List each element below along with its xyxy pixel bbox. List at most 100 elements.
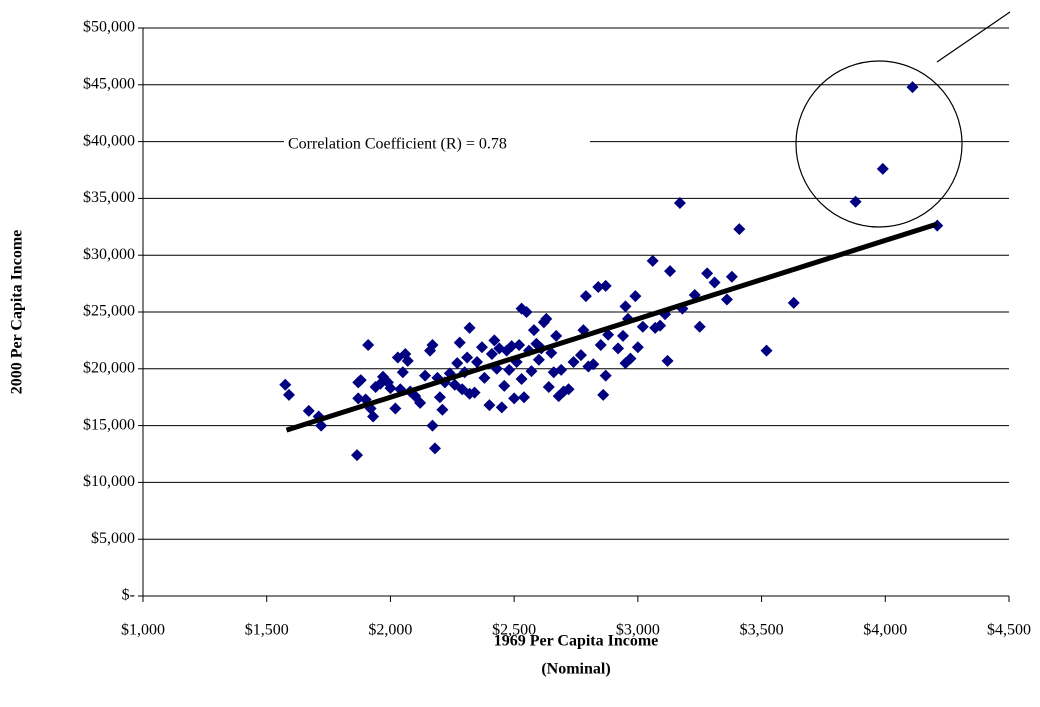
y-tick-label: $45,000 <box>83 75 135 92</box>
point <box>599 279 612 292</box>
annotation: Correlation Coefficient (R) = 0.78 <box>288 136 507 153</box>
point <box>661 354 674 367</box>
y-tick-label: $25,000 <box>83 303 135 320</box>
point <box>461 351 474 364</box>
point <box>876 162 889 175</box>
point <box>505 340 518 353</box>
point <box>302 404 315 417</box>
point <box>562 383 575 396</box>
point <box>545 346 558 359</box>
y-tick-label: $20,000 <box>83 359 135 376</box>
point <box>527 324 540 337</box>
point <box>542 380 555 393</box>
point <box>282 388 295 401</box>
point <box>396 366 409 379</box>
point <box>594 338 607 351</box>
marks <box>279 81 944 462</box>
point <box>567 355 580 368</box>
point <box>636 320 649 333</box>
point <box>693 320 706 333</box>
y-tick-label: $5,000 <box>91 530 135 547</box>
point <box>760 344 773 357</box>
point <box>525 365 538 378</box>
point <box>849 195 862 208</box>
y-tick-label: $40,000 <box>83 132 135 149</box>
point <box>485 348 498 361</box>
point <box>468 386 481 399</box>
point <box>453 336 466 349</box>
point <box>414 396 427 409</box>
point <box>367 410 380 423</box>
x-tick-label: $4,500 <box>987 622 1031 639</box>
x-axis-label-note: (Nominal) <box>541 661 610 678</box>
x-tick-label: $3,000 <box>616 622 660 639</box>
x-tick-label: $3,500 <box>740 622 784 639</box>
point <box>612 342 625 355</box>
point <box>433 391 446 404</box>
point <box>579 290 592 303</box>
x-tick-label: $1,500 <box>245 622 289 639</box>
point <box>720 293 733 306</box>
point <box>646 254 659 267</box>
point <box>654 319 667 332</box>
y-tick-label: $- <box>122 587 135 604</box>
point <box>664 265 677 278</box>
point <box>555 363 568 376</box>
point <box>426 338 439 351</box>
point <box>426 419 439 432</box>
point <box>384 382 397 395</box>
point <box>592 281 605 294</box>
point <box>483 399 496 412</box>
point <box>532 353 545 366</box>
y-tick-label: $50,000 <box>83 19 135 36</box>
y-tick-label: $30,000 <box>83 246 135 263</box>
y-tick-label: $15,000 <box>83 416 135 433</box>
point <box>708 276 721 289</box>
point <box>597 388 610 401</box>
point <box>488 334 501 347</box>
point <box>725 270 738 283</box>
point <box>906 81 919 94</box>
point <box>540 312 553 325</box>
point <box>419 369 432 382</box>
point <box>787 296 800 309</box>
point <box>701 267 714 280</box>
point <box>574 349 587 362</box>
point <box>495 401 508 414</box>
point <box>550 329 563 342</box>
point <box>733 223 746 236</box>
y-axis-label: 2000 Per Capita Income <box>9 230 26 395</box>
x-axis-label: 1969 Per Capita Income <box>494 633 659 650</box>
point <box>471 355 484 368</box>
x-tick-label: $2,000 <box>368 622 412 639</box>
point <box>673 196 686 209</box>
y-tick-label: $10,000 <box>83 473 135 490</box>
y-tick-label: $35,000 <box>83 189 135 206</box>
point <box>362 338 375 351</box>
point <box>510 355 523 368</box>
point <box>389 402 402 415</box>
point <box>401 354 414 367</box>
point <box>631 341 644 354</box>
point <box>624 352 637 365</box>
point <box>513 338 526 351</box>
point <box>518 391 531 404</box>
point <box>463 321 476 334</box>
x-tick-label: $4,000 <box>863 622 907 639</box>
callout-line <box>936 11 1011 63</box>
point <box>428 442 441 455</box>
point <box>599 369 612 382</box>
point <box>351 449 364 462</box>
point <box>354 374 367 387</box>
point <box>498 379 511 392</box>
x-tick-label: $2,500 <box>492 622 536 639</box>
point <box>352 392 365 405</box>
point <box>617 329 630 342</box>
point <box>508 392 521 405</box>
point <box>587 358 600 371</box>
point <box>515 373 528 386</box>
point <box>436 403 449 416</box>
point <box>475 341 488 354</box>
